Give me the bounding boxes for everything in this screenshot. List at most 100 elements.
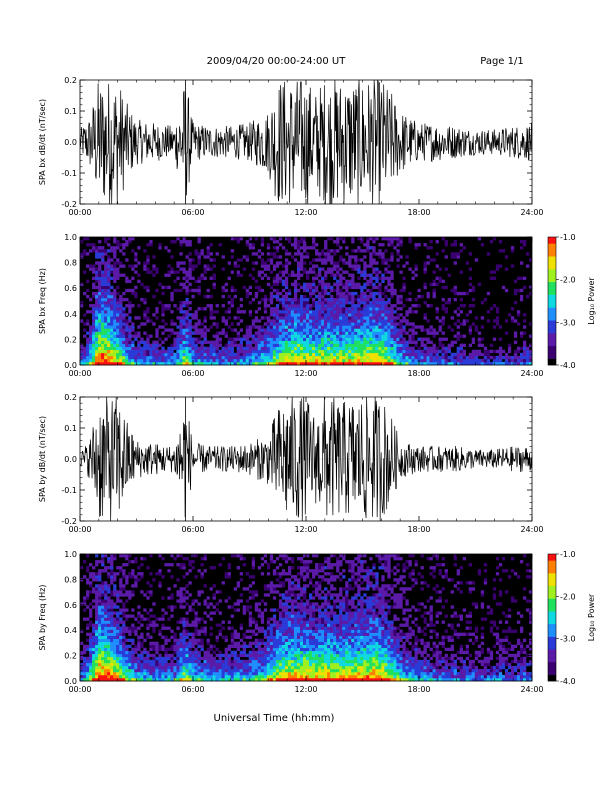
spectrogram-cell	[411, 325, 415, 329]
spectrogram-cell	[435, 282, 439, 287]
spectrogram-cell	[176, 270, 180, 274]
spectrogram-cell	[176, 668, 180, 673]
spectrogram-cell	[254, 316, 259, 320]
spectrogram-cell	[363, 301, 367, 305]
spectrogram-cell	[302, 316, 307, 320]
spectrogram-cell	[104, 593, 108, 597]
spectrogram-cell	[197, 650, 201, 655]
spectrogram-cell	[206, 288, 210, 293]
spectrogram-cell	[293, 291, 298, 296]
spectrogram-cell	[110, 575, 114, 579]
spectrogram-cell	[200, 617, 204, 621]
spectrogram-cell	[299, 361, 304, 366]
spectrogram-cell	[185, 620, 189, 624]
spectrogram-cell	[191, 665, 195, 670]
spectrogram-cell	[287, 301, 292, 305]
spectrogram-cell	[513, 334, 518, 338]
spectrogram-cell	[242, 650, 247, 655]
spectrogram-cell	[405, 322, 409, 326]
spectrogram-cell	[182, 316, 186, 320]
spectrogram-cell	[98, 346, 102, 351]
spectrogram-cell	[134, 632, 138, 636]
spectrogram-cell	[209, 352, 213, 357]
spectrogram-cell	[405, 313, 409, 317]
spectrogram-cell	[185, 325, 189, 329]
spectrogram-cell	[80, 346, 84, 351]
spectrogram-cell	[239, 665, 244, 670]
spectrogram-cell	[98, 334, 102, 338]
spectrogram-cell	[137, 358, 141, 363]
spectrogram-cell	[200, 355, 204, 360]
spectrogram-cell	[101, 352, 105, 357]
spectrogram-cell	[522, 240, 527, 244]
spectrogram-cell	[296, 304, 301, 308]
spectrogram-cell	[104, 349, 108, 354]
spectrogram-cell	[146, 288, 150, 293]
spectrogram-cell	[173, 270, 177, 274]
spectrogram-cell	[197, 255, 201, 259]
spectrogram-cell	[185, 677, 189, 682]
spectrogram-cell	[525, 361, 530, 366]
spectrogram-cell	[426, 337, 430, 341]
spectrogram-cell	[131, 355, 135, 360]
spectrogram-cell	[321, 331, 325, 335]
spectrogram-cell	[438, 340, 442, 344]
spectrogram-cell	[101, 560, 105, 564]
spectrogram-cell	[354, 285, 358, 290]
spectrogram-cell	[381, 304, 385, 308]
spectrogram-cell	[203, 569, 207, 573]
spectrogram-cell	[336, 331, 340, 335]
spectrogram-cell	[107, 325, 111, 329]
spectrogram-cell	[287, 291, 292, 296]
spectrogram-cell	[215, 352, 219, 357]
spectrogram-cell	[140, 358, 144, 363]
spectrogram-cell	[113, 584, 117, 588]
spectrogram-cell	[528, 258, 533, 262]
spectrogram-cell	[191, 620, 195, 624]
spectrogram-cell	[158, 581, 162, 585]
spectrogram-cell	[387, 346, 391, 351]
spectrogram-cell	[140, 282, 144, 287]
spectrogram-cell	[188, 358, 192, 363]
spectrogram-cell	[149, 346, 153, 351]
spectrogram-cell	[170, 659, 174, 664]
spectrogram-cell	[128, 629, 132, 633]
spectrogram-cell	[209, 626, 213, 630]
spectrogram-cell	[122, 632, 126, 636]
spectrogram-cell	[116, 593, 120, 597]
spectrogram-cell	[179, 243, 183, 247]
spectrogram-cell	[89, 671, 93, 676]
spectrogram-cell	[387, 343, 391, 348]
spectrogram-cell	[284, 358, 289, 363]
spectrogram-cell	[369, 328, 373, 332]
spectrogram-cell	[402, 304, 406, 308]
spectrogram-cell	[387, 322, 391, 326]
colorbar-swatch	[548, 296, 556, 300]
spectrogram-cell	[122, 297, 126, 302]
spectrogram-cell	[104, 647, 108, 652]
spectrogram-cell	[110, 325, 114, 329]
spectrogram-cell	[113, 635, 117, 639]
spectrogram-cell	[101, 656, 105, 661]
spectrogram-cell	[236, 355, 240, 360]
spectrogram-cell	[119, 629, 123, 633]
spectrogram-cell	[215, 608, 219, 612]
spectrogram-cell	[444, 310, 448, 314]
spectrogram-cell	[83, 650, 87, 655]
spectrogram-cell	[369, 291, 373, 296]
spectrogram-cell	[113, 671, 117, 676]
spectrogram-cell	[185, 337, 189, 341]
spectrogram-cell	[378, 301, 382, 305]
spectrogram-cell	[432, 331, 436, 335]
spectrogram-cell	[128, 668, 132, 673]
spectrogram-cell	[227, 647, 231, 652]
spectrogram-cell	[116, 297, 120, 302]
spectrogram-cell	[333, 334, 337, 338]
spectrogram-cell	[321, 267, 325, 271]
spectrogram-cell	[483, 297, 488, 302]
spectrogram-cell	[83, 596, 87, 600]
spectrogram-cell	[275, 264, 280, 268]
spectrogram-cell	[161, 285, 165, 290]
spectrogram-cell	[456, 252, 460, 256]
spectrogram-cell	[275, 246, 280, 250]
